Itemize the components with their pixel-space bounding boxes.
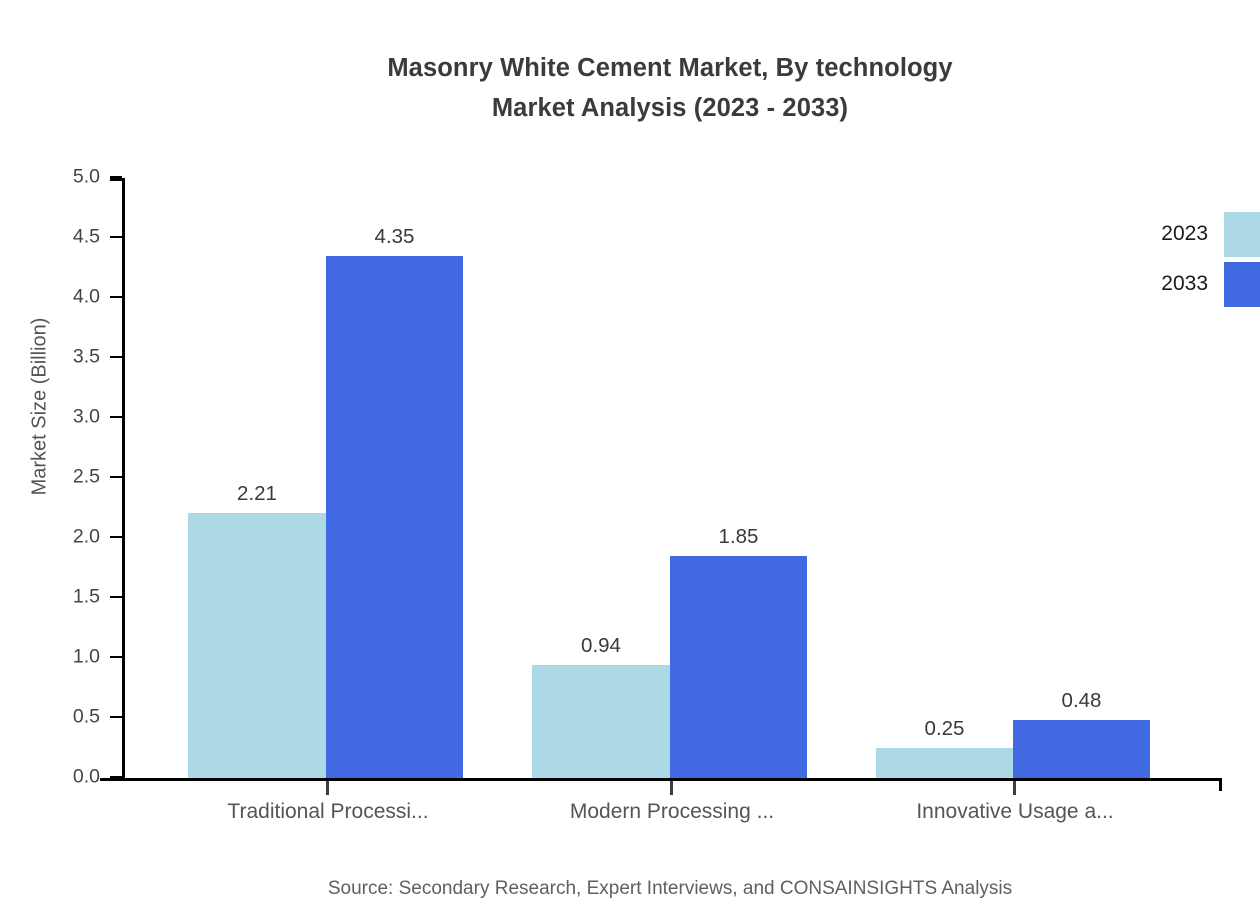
x-tick-label-1: Modern Processing ... <box>569 800 775 823</box>
x-axis-end-cap <box>1219 778 1222 791</box>
y-tick-2: 1.0 <box>73 646 122 668</box>
y-tick-label-8: 4.0 <box>72 285 100 308</box>
y-tick-6: 3.0 <box>73 406 122 428</box>
bar-2023-traditional[interactable]: 2.21 <box>188 482 326 778</box>
x-tick-0 <box>326 781 329 795</box>
bar-value-2033-traditional: 4.35 <box>374 225 415 248</box>
chart-title-line-1: Masonry White Cement Market, By technolo… <box>387 54 953 82</box>
y-axis-top-cap <box>110 178 122 181</box>
plot-area: 0.0 0.5 1.0 1.5 2.0 2.5 3.0 3.5 4.0 4.5 <box>73 166 1222 823</box>
y-tick-label-3: 1.5 <box>72 585 100 608</box>
bar-2023-modern[interactable]: 0.94 <box>532 634 670 778</box>
y-tick-label-10: 5.0 <box>72 165 100 188</box>
source-caption: Source: Secondary Research, Expert Inter… <box>327 878 1013 899</box>
y-tick-8: 4.0 <box>73 286 122 308</box>
x-tick-label-0: Traditional Processi... <box>227 800 429 823</box>
chart-legend: 2023 2033 <box>1100 212 1260 312</box>
y-axis-line <box>122 178 125 781</box>
legend-swatch-2033 <box>1224 262 1260 307</box>
chart-title: Masonry White Cement Market, By technolo… <box>0 48 1260 128</box>
bar-2033-traditional[interactable]: 4.35 <box>326 225 463 778</box>
y-tick-label-4: 2.0 <box>72 525 100 548</box>
bar-value-2023-modern: 0.94 <box>581 634 621 658</box>
bar-2033-innovative[interactable]: 0.48 <box>1013 689 1150 778</box>
y-tick-label-7: 3.5 <box>72 345 100 368</box>
y-tick-9: 4.5 <box>73 226 122 248</box>
chart-title-line-2: Market Analysis (2023 - 2033) <box>491 94 849 122</box>
legend-label-2023: 2023 <box>1161 222 1208 245</box>
y-tick-4: 2.0 <box>73 526 122 548</box>
y-tick-3: 1.5 <box>73 586 122 608</box>
y-axis-label: Market Size (Billion) <box>28 317 51 496</box>
y-tick-label-9: 4.5 <box>72 225 100 248</box>
y-tick-label-1: 0.5 <box>72 705 100 728</box>
x-tick-label-2: Innovative Usage a... <box>916 800 1114 823</box>
bar-value-2033-modern: 1.85 <box>718 525 759 548</box>
bar-2033-modern[interactable]: 1.85 <box>670 525 807 778</box>
y-tick-label-0: 0.0 <box>72 765 100 788</box>
x-tick-1 <box>670 781 673 795</box>
y-tick-7: 3.5 <box>73 346 122 368</box>
bar-value-2033-innovative: 0.48 <box>1061 689 1102 713</box>
legend-swatch-2023 <box>1224 212 1260 257</box>
x-axis-line <box>100 778 1222 781</box>
x-tick-2 <box>1013 781 1016 795</box>
legend-item-2023[interactable]: 2023 <box>1100 212 1260 260</box>
legend-label-2033: 2033 <box>1161 272 1208 295</box>
y-tick-10: 5.0 <box>73 166 122 188</box>
bar-2023-innovative[interactable]: 0.25 <box>876 717 1013 778</box>
y-tick-5: 2.5 <box>73 466 122 488</box>
bar-value-2023-traditional: 2.21 <box>237 481 277 505</box>
bar-value-2023-innovative: 0.25 <box>924 717 965 740</box>
y-tick-1: 0.5 <box>73 706 122 728</box>
y-tick-label-2: 1.0 <box>72 645 100 668</box>
legend-item-2033[interactable]: 2033 <box>1100 262 1260 310</box>
y-tick-label-6: 3.0 <box>72 405 100 428</box>
y-tick-label-5: 2.5 <box>72 465 100 488</box>
y-tick-0: 0.0 <box>73 766 122 788</box>
